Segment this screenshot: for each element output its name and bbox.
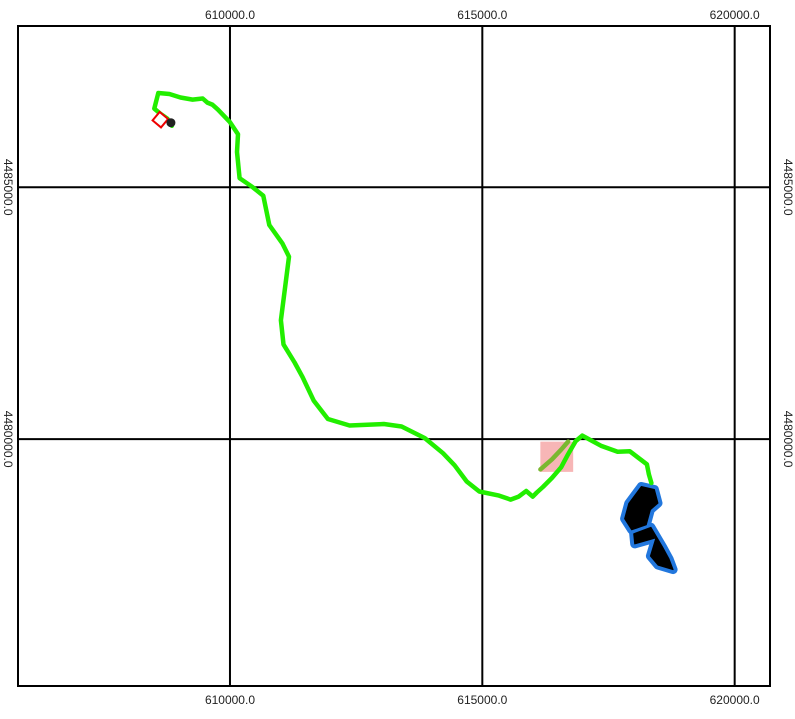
lake-fill-north [624, 486, 659, 531]
y-left-label: 4480000.0 [1, 411, 15, 468]
y-right-label: 4480000.0 [781, 411, 795, 468]
route-overlap-segment [538, 439, 571, 472]
y-left-label: 4485000.0 [1, 159, 15, 216]
lake-fill-south [633, 526, 674, 571]
route-line [152, 90, 654, 502]
grid-layer [18, 26, 770, 686]
start-point [166, 118, 176, 128]
lakes-layer [620, 482, 678, 575]
x-top-label: 610000.0 [205, 8, 255, 22]
x-bottom-label: 615000.0 [457, 693, 507, 707]
axis-labels: 610000.0 615000.0 620000.0 610000.0 6150… [1, 8, 795, 707]
y-right-label: 4485000.0 [781, 159, 795, 216]
x-top-label: 615000.0 [457, 8, 507, 22]
map-frame [17, 25, 771, 687]
x-top-label: 620000.0 [710, 8, 760, 22]
x-bottom-label: 620000.0 [710, 693, 760, 707]
x-bottom-label: 610000.0 [205, 693, 255, 707]
start-marker [151, 110, 170, 129]
